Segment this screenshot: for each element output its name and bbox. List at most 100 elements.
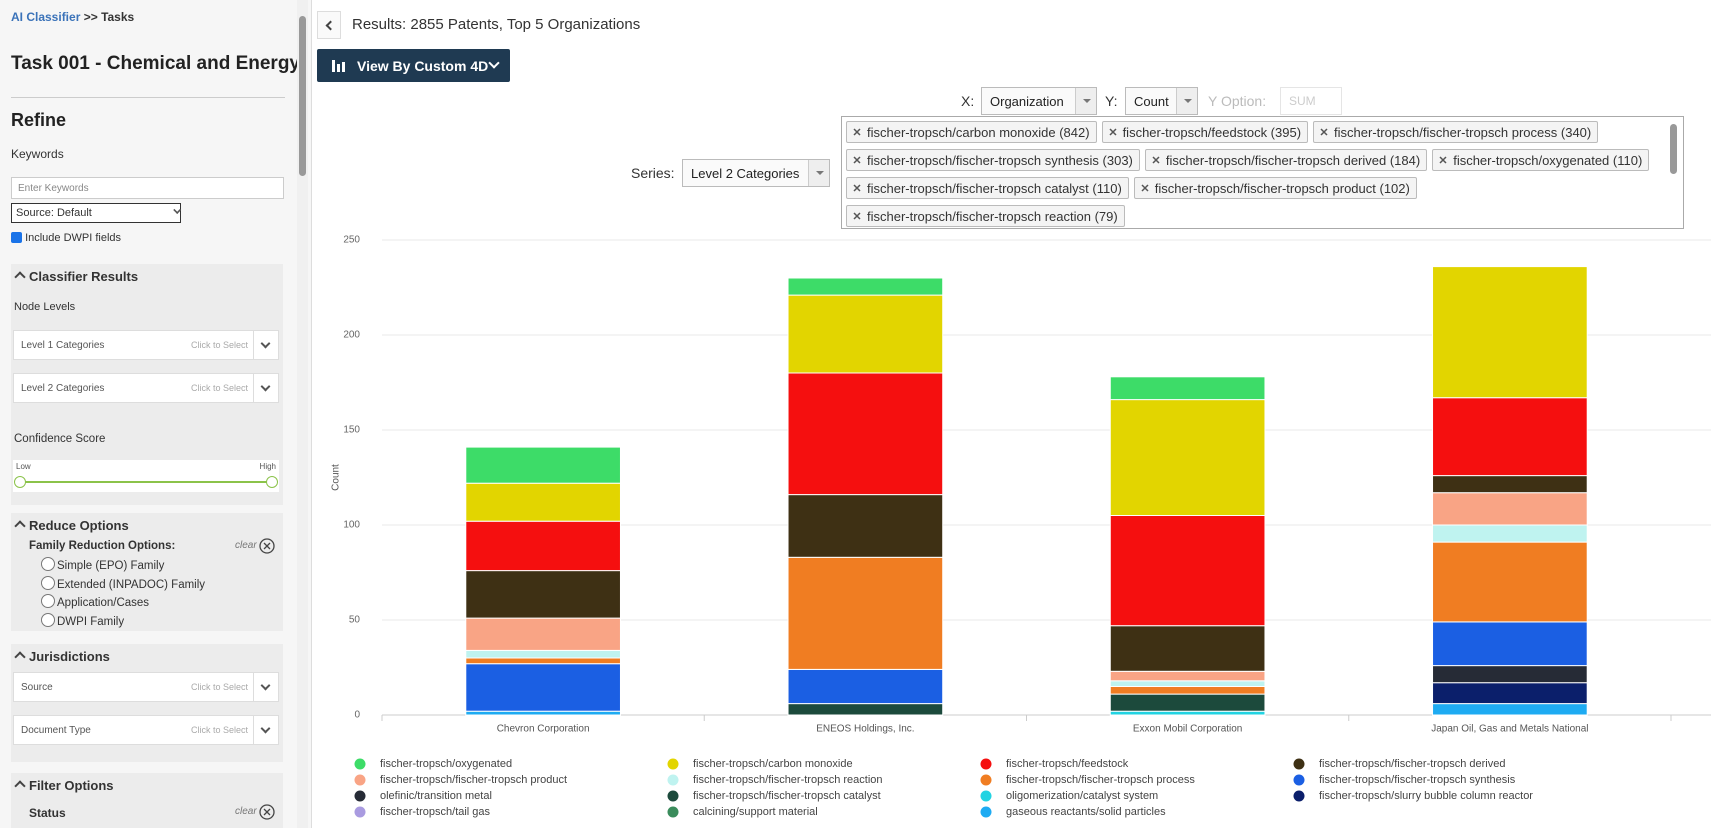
legend-label[interactable]: fischer-tropsch/fischer-tropsch synthesi… — [1319, 774, 1516, 786]
clear-icon[interactable] — [259, 804, 275, 820]
legend-swatch[interactable] — [667, 790, 679, 802]
bar-segment[interactable] — [465, 520, 621, 572]
include-dwpi[interactable]: Include DWPI fields — [11, 232, 121, 244]
bar-segment[interactable] — [465, 649, 621, 659]
bar-segment[interactable] — [465, 663, 621, 712]
legend-swatch[interactable] — [667, 758, 679, 770]
confidence-slider[interactable]: Low High — [13, 460, 279, 492]
radio-option[interactable]: Application/Cases — [41, 594, 149, 609]
legend-label[interactable]: fischer-tropsch/oxygenated — [380, 758, 512, 770]
legend-swatch[interactable] — [354, 758, 366, 770]
legend-swatch[interactable] — [667, 774, 679, 786]
back-button[interactable] — [317, 11, 341, 39]
level-select[interactable]: Level 1 Categories Click to Select — [13, 330, 279, 360]
bar-segment[interactable] — [1109, 399, 1266, 517]
bar-segment[interactable] — [1432, 475, 1588, 494]
source-field[interactable]: Source Click to Select — [13, 672, 279, 702]
x-select[interactable]: Organization — [981, 87, 1097, 115]
legend-label[interactable]: gaseous reactants/solid particles — [1006, 806, 1166, 818]
legend-swatch[interactable] — [354, 774, 366, 786]
bar-segment[interactable] — [1432, 524, 1588, 543]
legend-label[interactable]: calcining/support material — [693, 806, 818, 818]
remove-tag[interactable] — [853, 156, 861, 164]
legend-label[interactable]: fischer-tropsch/fischer-tropsch catalyst — [693, 790, 881, 802]
legend-label[interactable]: oligomerization/catalyst system — [1006, 790, 1158, 802]
bar-segment[interactable] — [787, 703, 944, 716]
radio-option[interactable]: Simple (EPO) Family — [41, 557, 164, 572]
bar-segment[interactable] — [465, 570, 621, 619]
breadcrumb-link[interactable]: AI Classifier — [11, 10, 81, 24]
slider-handle[interactable] — [266, 476, 278, 488]
radio-option[interactable]: DWPI Family — [41, 613, 124, 628]
dropdown-button[interactable] — [253, 716, 278, 744]
bar-segment[interactable] — [1109, 686, 1266, 695]
slider-handle[interactable] — [14, 476, 26, 488]
scrollbar-thumb[interactable] — [299, 16, 306, 176]
bar-segment[interactable] — [465, 482, 621, 522]
legend-label[interactable]: fischer-tropsch/fischer-tropsch product — [380, 774, 567, 786]
bar-segment[interactable] — [787, 668, 944, 705]
radio-option[interactable]: Extended (INPADOC) Family — [41, 575, 205, 591]
remove-tag[interactable] — [1109, 128, 1117, 136]
legend-label[interactable]: fischer-tropsch/fischer-tropsch derived — [1319, 758, 1505, 770]
bar-segment[interactable] — [1432, 492, 1588, 526]
document-type-field[interactable]: Document Type Click to Select — [13, 715, 279, 745]
bar-segment[interactable] — [1109, 710, 1266, 716]
bar-segment[interactable] — [1109, 670, 1266, 682]
bar-segment[interactable] — [787, 372, 944, 496]
legend-label[interactable]: fischer-tropsch/slurry bubble column rea… — [1319, 790, 1533, 802]
bar-segment[interactable] — [787, 494, 944, 558]
bar-segment[interactable] — [1109, 376, 1266, 401]
remove-tag[interactable] — [1320, 128, 1328, 136]
clear-link[interactable]: clear — [235, 806, 257, 817]
dropdown-button[interactable] — [253, 331, 278, 359]
collapse-icon[interactable] — [14, 651, 26, 663]
legend-swatch[interactable] — [1293, 774, 1305, 786]
remove-tag[interactable] — [853, 184, 861, 192]
bar-segment[interactable] — [1109, 680, 1266, 687]
bar-segment[interactable] — [1109, 693, 1266, 712]
legend-swatch[interactable] — [980, 758, 992, 770]
bar-segment[interactable] — [1432, 682, 1588, 705]
radio-button[interactable] — [41, 557, 55, 571]
keywords-input[interactable]: Enter Keywords — [11, 177, 284, 199]
bar-segment[interactable] — [1432, 621, 1588, 667]
bar-segment[interactable] — [787, 294, 944, 374]
legend-swatch[interactable] — [354, 806, 366, 818]
legend-swatch[interactable] — [667, 806, 679, 818]
legend-swatch[interactable] — [354, 790, 366, 802]
dropdown-button[interactable] — [253, 374, 278, 402]
radio-button[interactable] — [41, 594, 55, 609]
y-select[interactable]: Count — [1125, 87, 1198, 115]
radio-button[interactable] — [41, 575, 55, 590]
clear-icon[interactable] — [259, 538, 275, 554]
legend-swatch[interactable] — [980, 774, 992, 786]
legend-label[interactable]: fischer-tropsch/tail gas — [380, 806, 491, 818]
legend-swatch[interactable] — [1293, 758, 1305, 770]
remove-tag[interactable] — [1439, 156, 1447, 164]
bar-segment[interactable] — [1432, 665, 1588, 684]
series-select[interactable]: Level 2 Categories — [682, 159, 830, 187]
dropdown-button[interactable] — [253, 673, 278, 701]
legend-label[interactable]: fischer-tropsch/carbon monoxide — [693, 758, 853, 770]
bar-segment[interactable] — [465, 617, 621, 651]
tags-scrollbar-thumb[interactable] — [1670, 124, 1677, 174]
radio-button[interactable] — [41, 613, 55, 628]
legend-label[interactable]: fischer-tropsch/fischer-tropsch reaction — [693, 774, 883, 786]
bar-segment[interactable] — [1432, 541, 1588, 623]
bar-segment[interactable] — [1109, 515, 1266, 627]
bar-segment[interactable] — [1432, 397, 1588, 477]
legend-label[interactable]: fischer-tropsch/fischer-tropsch process — [1006, 774, 1195, 786]
collapse-icon[interactable] — [14, 271, 26, 283]
view-by-button[interactable]: View By Custom 4D — [317, 49, 510, 82]
bar-segment[interactable] — [787, 556, 944, 670]
bar-segment[interactable] — [1432, 703, 1588, 716]
bar-segment[interactable] — [787, 277, 944, 296]
level-select[interactable]: Level 2 Categories Click to Select — [13, 373, 279, 403]
bar-segment[interactable] — [465, 710, 621, 716]
bar-segment[interactable] — [465, 657, 621, 665]
remove-tag[interactable] — [853, 128, 861, 136]
collapse-icon[interactable] — [14, 520, 26, 532]
legend-label[interactable]: olefinic/transition metal — [380, 790, 492, 802]
collapse-icon[interactable] — [14, 780, 26, 792]
